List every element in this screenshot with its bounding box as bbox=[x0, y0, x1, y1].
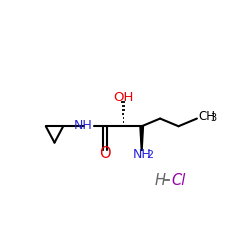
Text: Cl: Cl bbox=[171, 173, 186, 188]
Text: NH: NH bbox=[133, 148, 152, 161]
Text: CH: CH bbox=[198, 110, 216, 123]
Text: O: O bbox=[99, 146, 111, 161]
Text: H: H bbox=[154, 173, 166, 188]
Text: 3: 3 bbox=[210, 113, 216, 123]
Text: OH: OH bbox=[113, 91, 134, 104]
Polygon shape bbox=[140, 126, 143, 150]
Text: 2: 2 bbox=[146, 150, 154, 160]
Text: NH: NH bbox=[74, 119, 93, 132]
